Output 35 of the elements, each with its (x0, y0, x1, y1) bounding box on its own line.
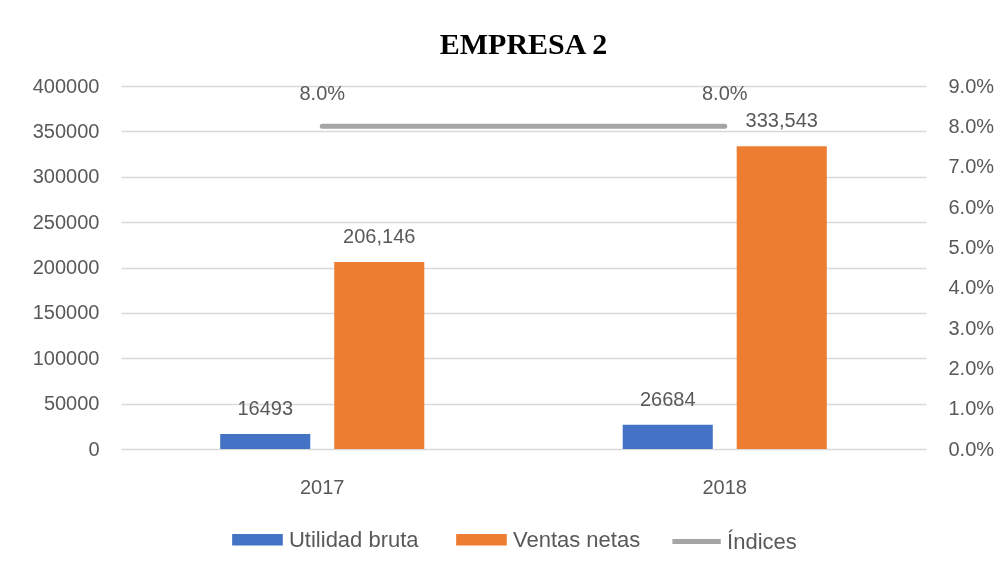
data-label: 333,543 (745, 109, 818, 132)
data-label: 8.0% (701, 82, 748, 105)
bar (622, 424, 713, 449)
y2-tick-label: 3.0% (948, 316, 995, 339)
data-label: 8.0% (299, 82, 346, 105)
legend-label: Índices (727, 528, 797, 554)
y-tick-label: 200000 (32, 256, 100, 278)
y-tick-label: 50000 (43, 392, 100, 415)
x-tick-label: 2017 (300, 475, 345, 498)
data-label: 16493 (237, 397, 294, 420)
y2-tick-label: 1.0% (948, 397, 995, 420)
y2-tick-label: 8.0% (948, 114, 995, 137)
y-tick-label: 300000 (32, 165, 100, 188)
x-tick-label: 2018 (702, 475, 747, 498)
bar (334, 261, 425, 449)
y2-tick-label: 4.0% (948, 276, 995, 299)
y-tick-label: 400000 (32, 74, 100, 97)
chart-title: EMPRESA 2 (439, 27, 608, 60)
y2-tick-label: 5.0% (948, 235, 995, 258)
data-label: 206,146 (343, 224, 416, 247)
legend-label: Utilidad bruta (288, 526, 420, 552)
y-tick-label: 100000 (32, 346, 100, 369)
legend-label: Ventas netas (512, 526, 641, 552)
y2-tick-label: 6.0% (948, 195, 995, 218)
y-tick-label: 0 (88, 437, 100, 460)
bar (220, 434, 311, 449)
y2-tick-label: 9.0% (948, 74, 995, 97)
y2-tick-label: 0.0% (948, 437, 995, 460)
data-label: 26684 (639, 387, 696, 410)
y-tick-label: 150000 (32, 301, 100, 324)
y2-tick-label: 7.0% (948, 155, 995, 178)
y-tick-label: 350000 (32, 119, 100, 142)
bar (736, 146, 827, 449)
y2-tick-label: 2.0% (948, 356, 995, 379)
y-tick-label: 250000 (32, 210, 100, 233)
